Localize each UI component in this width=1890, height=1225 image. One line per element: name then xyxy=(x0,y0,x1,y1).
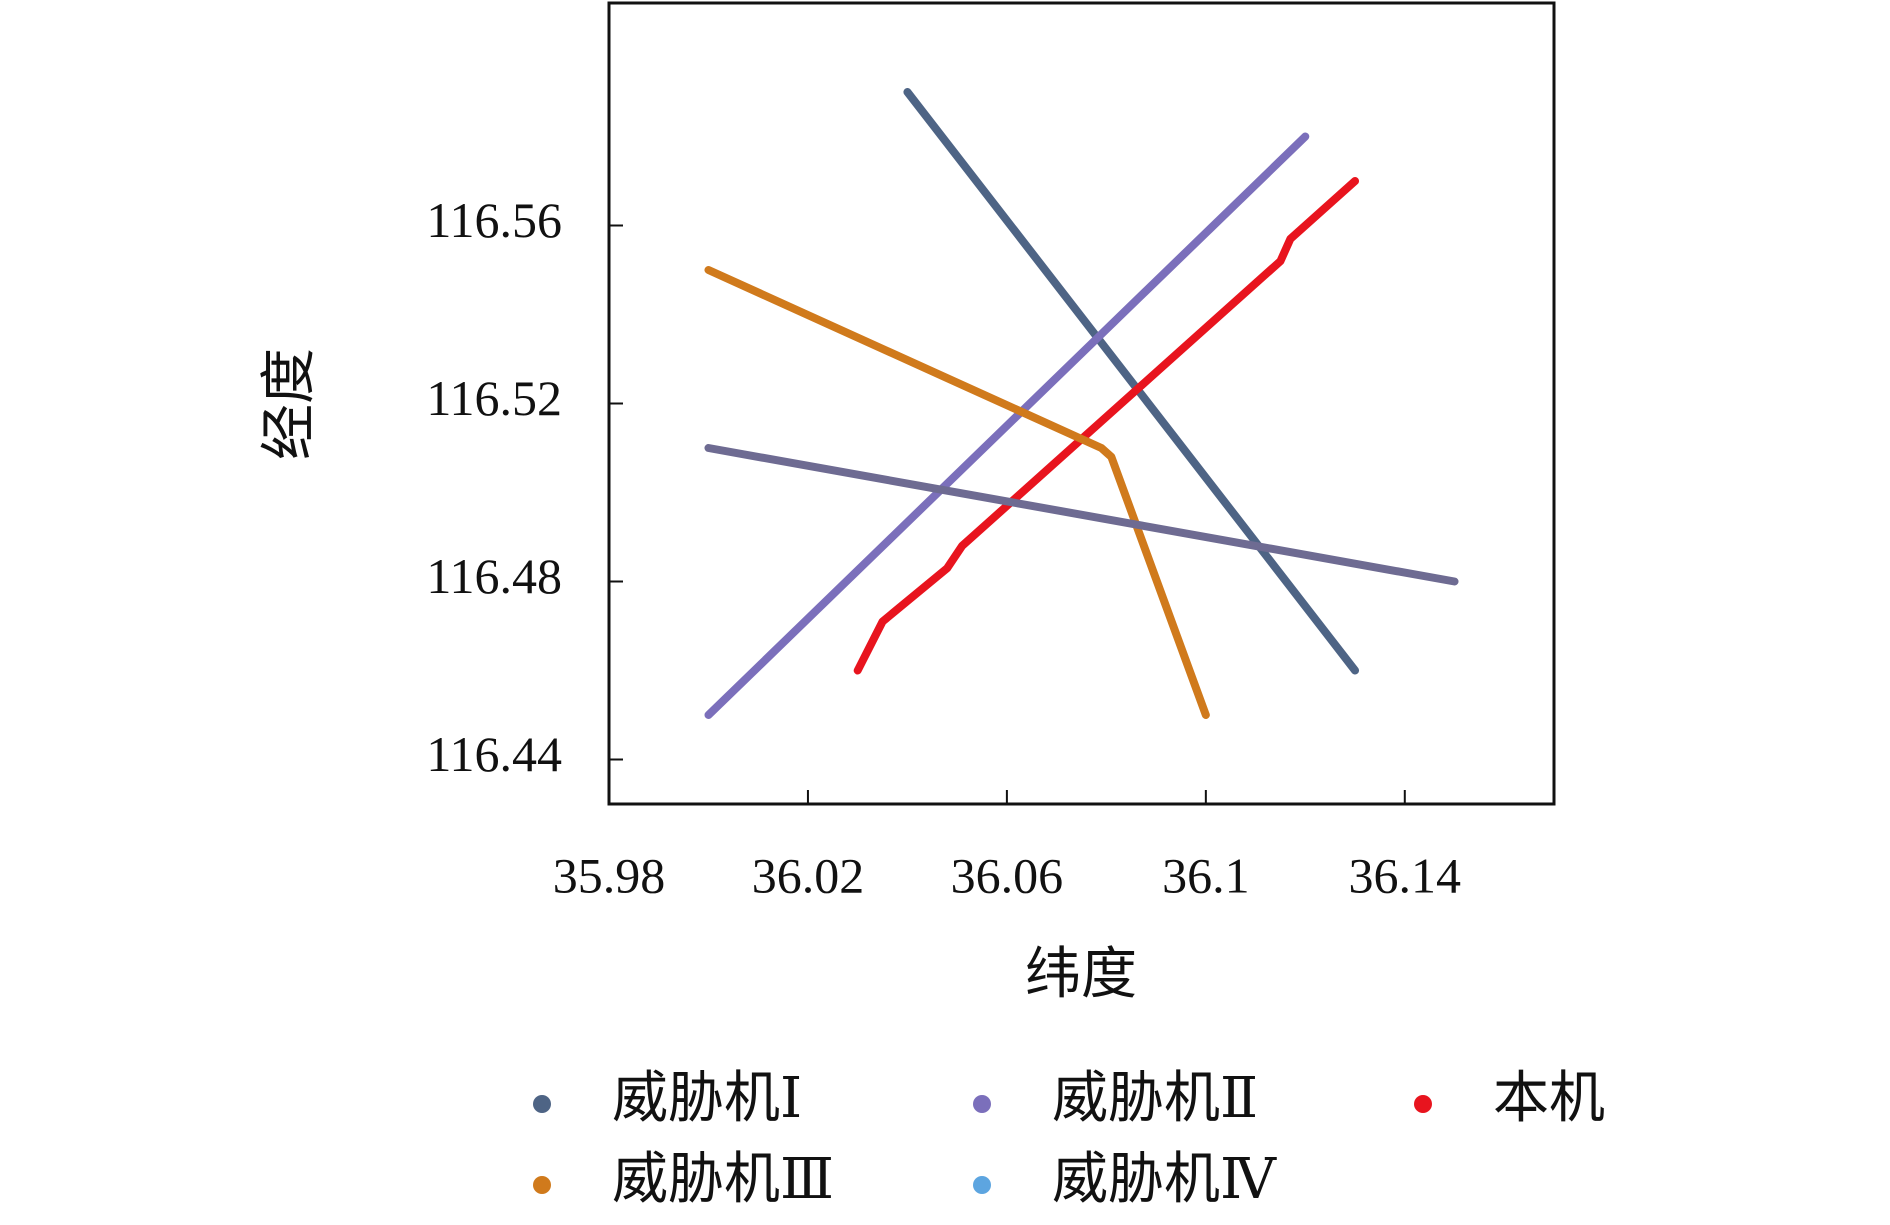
legend-label: 威胁机Ⅱ xyxy=(1052,1068,1258,1130)
x-tick-label: 36.1 xyxy=(1162,847,1250,903)
plot-frame xyxy=(607,1,1556,806)
y-tick-label: 116.48 xyxy=(426,548,562,604)
legend-label: 威胁机Ⅰ xyxy=(612,1068,802,1130)
legend-label: 威胁机Ⅲ xyxy=(612,1149,834,1211)
y-tick-label: 116.52 xyxy=(426,370,562,426)
trajectory xyxy=(903,88,1360,675)
legend-marker xyxy=(533,1176,551,1194)
x-axis-label: 纬度 xyxy=(1025,944,1137,1006)
trajectory xyxy=(704,266,1210,719)
x-tick-label: 36.14 xyxy=(1349,847,1462,903)
legend-marker xyxy=(533,1095,551,1113)
legend-label: 威胁机Ⅳ xyxy=(1052,1149,1277,1211)
legend-marker xyxy=(973,1095,991,1113)
x-tick-label: 36.02 xyxy=(752,847,865,903)
y-tick-label: 116.44 xyxy=(426,726,562,782)
legend-label: 本机 xyxy=(1493,1068,1605,1130)
y-axis-label: 经度 xyxy=(259,348,321,460)
trajectory xyxy=(704,444,1459,586)
x-tick-label: 36.06 xyxy=(951,847,1064,903)
x-tick-label: 35.98 xyxy=(553,847,666,903)
legend-marker xyxy=(1414,1095,1432,1113)
trajectory xyxy=(704,132,1310,719)
y-tick-label: 116.56 xyxy=(426,192,562,248)
trajectory xyxy=(853,177,1360,675)
legend-marker xyxy=(973,1176,991,1194)
